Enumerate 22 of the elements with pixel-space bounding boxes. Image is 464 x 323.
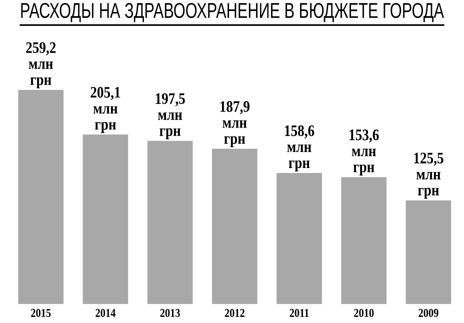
data-label: 197,5 млн грн — [156, 93, 185, 140]
data-label: 259,2 млн грн — [26, 42, 56, 88]
data-label: 158,6 млн грн — [285, 125, 314, 172]
x-tick-label: 2010 — [354, 309, 374, 318]
data-label: 187,9 млн грн — [220, 101, 250, 148]
x-tick-label: 2015 — [31, 309, 51, 318]
bar — [212, 148, 258, 304]
x-tick-label: 2009 — [418, 309, 438, 318]
data-label: 125,5 млн грн — [414, 152, 444, 199]
x-tick-label: 2011 — [290, 309, 309, 318]
x-tick-label: 2013 — [160, 309, 180, 318]
x-tick-label: 2014 — [96, 309, 116, 318]
chart-title: РАСХОДЫ НА ЗДРАВООХРАНЕНИЕ В БЮДЖЕТЕ ГОРОДА — [21, 3, 444, 22]
data-label: 205,1 млн грн — [90, 87, 120, 134]
bar — [276, 173, 322, 304]
bar — [18, 90, 64, 304]
bar — [406, 200, 452, 304]
bar — [341, 177, 387, 304]
bar — [82, 134, 128, 304]
data-label: 153,6 млн грн — [350, 130, 379, 176]
x-tick-label: 2012 — [224, 309, 244, 318]
bar — [147, 140, 193, 304]
